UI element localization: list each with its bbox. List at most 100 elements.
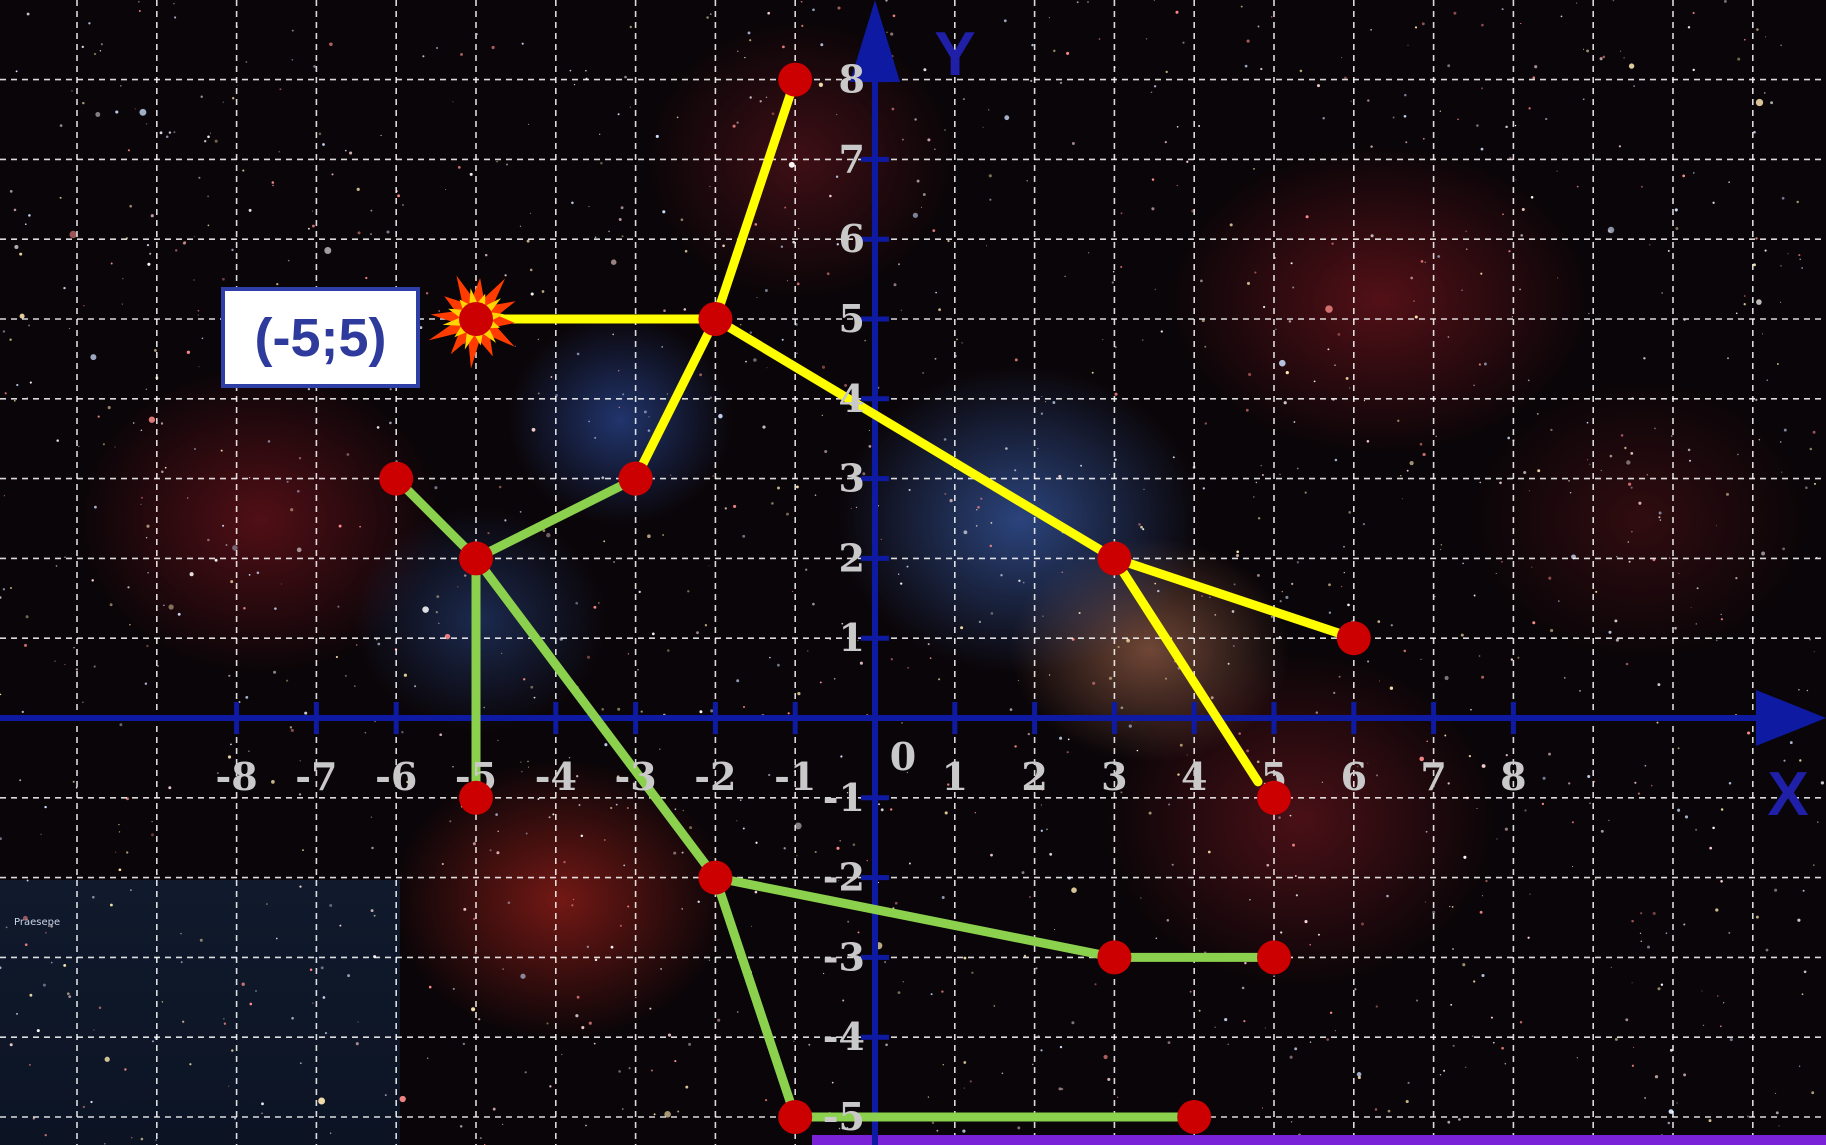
star	[380, 134, 382, 137]
star	[1658, 511, 1662, 515]
star	[1201, 595, 1204, 598]
star	[648, 416, 650, 418]
star	[1204, 345, 1207, 348]
star	[1279, 473, 1281, 476]
star	[1341, 57, 1343, 59]
star	[1631, 982, 1633, 984]
star	[696, 631, 699, 635]
star	[370, 233, 372, 235]
star	[1515, 179, 1517, 181]
star	[261, 1112, 263, 1114]
star	[1256, 573, 1260, 577]
star	[406, 780, 409, 784]
star	[110, 262, 113, 265]
star	[529, 212, 531, 214]
star	[986, 245, 988, 247]
star	[525, 832, 528, 835]
star	[1425, 830, 1428, 833]
star	[650, 1069, 653, 1072]
star	[127, 586, 130, 589]
star	[180, 932, 182, 935]
star	[222, 101, 224, 103]
star	[445, 188, 447, 191]
star	[186, 350, 191, 354]
star	[990, 853, 993, 857]
star	[50, 924, 53, 928]
star	[313, 65, 316, 68]
star	[1457, 118, 1459, 120]
yellow-constellation-stars	[459, 62, 1371, 815]
star	[1720, 618, 1723, 621]
star	[673, 851, 677, 855]
star	[1061, 571, 1064, 574]
star	[497, 739, 499, 741]
star	[452, 766, 454, 768]
star	[140, 503, 142, 505]
star	[1548, 576, 1552, 580]
star	[1521, 207, 1525, 212]
star	[1644, 1097, 1646, 1099]
star	[898, 263, 900, 266]
star	[198, 366, 200, 368]
star	[524, 1071, 527, 1074]
star-point	[1097, 940, 1132, 975]
star	[892, 14, 896, 18]
star	[834, 678, 836, 680]
star	[1473, 594, 1476, 597]
star	[1728, 931, 1731, 934]
star	[1755, 915, 1759, 919]
star	[193, 279, 195, 281]
star	[1142, 339, 1144, 341]
star	[1420, 658, 1422, 660]
star	[189, 572, 194, 577]
star	[1027, 732, 1031, 736]
star	[1037, 447, 1039, 450]
star-point	[618, 461, 653, 496]
star	[743, 706, 745, 708]
star	[1017, 679, 1020, 682]
star	[1378, 680, 1381, 682]
star	[1054, 929, 1056, 931]
star	[546, 533, 551, 538]
star	[839, 839, 842, 842]
star	[1774, 888, 1778, 892]
star	[370, 209, 373, 212]
star	[1656, 721, 1659, 724]
star	[1647, 945, 1650, 949]
star	[127, 149, 130, 152]
star	[353, 685, 356, 687]
star	[14, 244, 19, 250]
star	[469, 172, 473, 176]
star	[777, 663, 780, 667]
star	[1400, 475, 1402, 477]
star	[1087, 252, 1090, 254]
star	[521, 42, 524, 45]
star	[1620, 434, 1624, 437]
star	[819, 681, 822, 684]
star	[1612, 0, 1615, 2]
star	[1481, 23, 1484, 27]
star	[322, 143, 325, 146]
star	[1128, 724, 1132, 728]
star	[483, 706, 485, 709]
star	[1444, 675, 1449, 681]
star	[228, 674, 231, 677]
star	[82, 1105, 86, 1109]
star	[1340, 585, 1343, 588]
star	[572, 898, 575, 901]
star	[846, 792, 849, 794]
star	[1762, 333, 1764, 335]
star	[969, 1080, 972, 1083]
star	[821, 414, 823, 417]
star	[1146, 38, 1148, 40]
star	[593, 1042, 596, 1045]
star	[496, 851, 500, 855]
star	[1179, 743, 1183, 747]
yellow-segment	[1109, 553, 1263, 787]
star	[78, 445, 80, 448]
star	[1189, 990, 1192, 993]
star	[296, 489, 300, 493]
star	[1803, 970, 1807, 974]
star	[781, 338, 784, 341]
star	[1109, 473, 1111, 476]
